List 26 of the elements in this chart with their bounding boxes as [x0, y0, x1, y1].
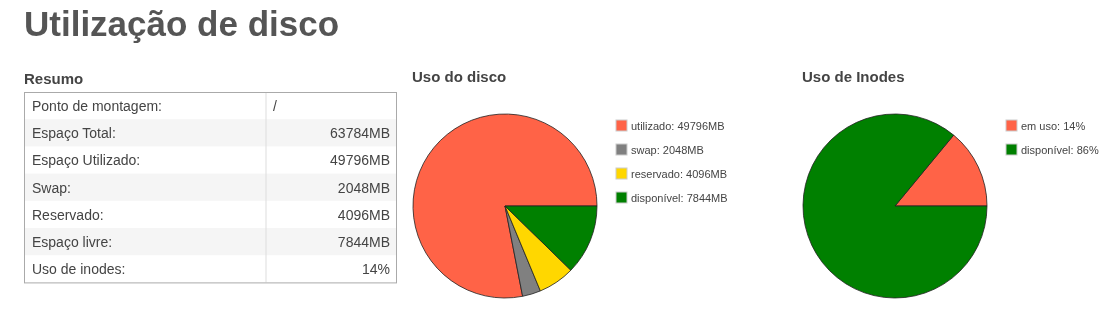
legend-label: em uso: 14% — [1021, 120, 1086, 132]
legend-label: swap: 2048MB — [631, 144, 704, 156]
text: Espaço Total: — [32, 125, 116, 142]
text: Swap: — [32, 179, 71, 196]
text: Resumo — [24, 70, 84, 87]
chart-title: Uso de Inodes — [802, 68, 905, 85]
text: 63784MB — [330, 125, 390, 142]
text: Espaço livre: — [32, 234, 113, 250]
text: 49796MB — [330, 152, 390, 169]
pie-slice — [802, 113, 988, 299]
text: Utilização de disco — [24, 4, 340, 43]
legend-label: disponível: 86% — [1021, 144, 1099, 156]
text: Espaço Utilizado: — [32, 152, 141, 169]
text: Uso de inodes: — [32, 261, 126, 278]
text: / — [273, 98, 277, 114]
legend-label: disponível: 7844MB — [631, 192, 728, 204]
text: 7844MB — [337, 234, 390, 250]
legend-label: reservado: 4096MB — [631, 168, 727, 180]
legend-label: utilizado: 49796MB — [631, 120, 725, 132]
text: Ponto de montagem: — [32, 98, 162, 114]
text: Reservado: — [32, 206, 104, 223]
chart-title: Uso do disco — [412, 68, 507, 85]
text: 14% — [361, 261, 390, 278]
text: 2048MB — [337, 179, 390, 196]
pie-slice — [412, 113, 598, 299]
text: 4096MB — [337, 206, 390, 223]
